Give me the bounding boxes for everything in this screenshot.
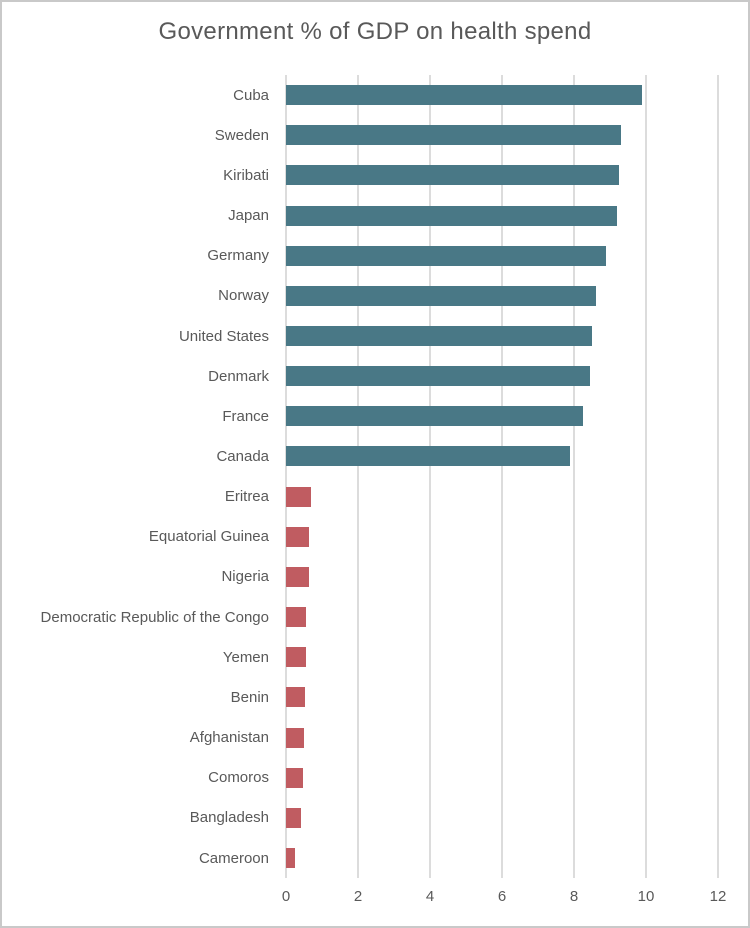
category-label: Cuba — [233, 86, 269, 104]
bar-row — [286, 316, 718, 356]
category-label: Canada — [216, 447, 269, 465]
bar — [286, 326, 592, 347]
bar — [286, 285, 596, 306]
x-axis-tick-label: 8 — [569, 888, 579, 905]
bar-row — [286, 195, 718, 235]
bar — [286, 526, 310, 547]
gridline — [572, 75, 575, 878]
category-label: United States — [178, 327, 269, 345]
x-axis-tick-label: 10 — [637, 888, 655, 905]
bar — [286, 727, 305, 748]
x-axis-tick-label: 2 — [353, 888, 363, 905]
category-label: Kiribati — [223, 166, 269, 184]
bar — [286, 406, 583, 427]
bar-row — [286, 477, 718, 517]
category-label: Nigeria — [221, 568, 269, 586]
gridline — [645, 75, 647, 878]
bar — [286, 566, 310, 587]
bar-row — [286, 396, 718, 436]
x-axis: 0 2 4 6 8 10 12 — [282, 888, 727, 908]
bar-row — [286, 236, 718, 276]
category-label: Benin — [230, 688, 269, 706]
bar-row — [286, 276, 718, 316]
x-axis-tick-label: 4 — [425, 888, 435, 905]
bar — [286, 848, 296, 869]
category-label: Japan — [228, 207, 269, 225]
bar-row — [286, 677, 718, 717]
bar-row — [286, 517, 718, 557]
bar-row — [286, 718, 718, 758]
category-label: Yemen — [222, 648, 269, 666]
bar — [286, 807, 302, 828]
bar-row — [286, 637, 718, 677]
category-label: Germany — [207, 247, 269, 265]
bar-row — [286, 758, 718, 798]
bar — [286, 687, 305, 708]
bar — [286, 85, 643, 106]
category-label: Denmark — [208, 367, 269, 385]
bar-row — [286, 798, 718, 838]
bar-row — [286, 115, 718, 155]
bar-row — [286, 75, 718, 115]
category-label: Cameroon — [198, 849, 269, 867]
bar-row — [286, 597, 718, 637]
x-axis-tick-label: 12 — [709, 888, 727, 905]
bars — [286, 75, 718, 878]
category-label: Bangladesh — [189, 809, 269, 827]
bar-row — [286, 436, 718, 476]
category-label: Comoros — [208, 769, 269, 787]
gridline — [428, 75, 431, 878]
gridline — [356, 75, 359, 878]
category-label: Democratic Republic of the Congo — [40, 608, 269, 626]
gridline — [285, 75, 287, 878]
bar — [286, 165, 619, 186]
category-label: Afghanistan — [189, 729, 269, 747]
x-axis-tick-label: 0 — [281, 888, 291, 905]
bar-row — [286, 356, 718, 396]
plot-area — [285, 75, 719, 878]
bar — [286, 366, 591, 387]
bar — [286, 205, 618, 226]
category-labels: Cuba Sweden Kiribati Japan Germany Norway Unit… — [2, 75, 278, 878]
bar-row — [286, 838, 718, 878]
bar-row — [286, 155, 718, 195]
category-label: Sweden — [214, 126, 269, 144]
chart-title: Government % of GDP on health spend — [158, 18, 592, 45]
gridline — [717, 75, 719, 878]
bar-row — [286, 557, 718, 597]
bar — [286, 607, 307, 628]
x-axis-tick-label: 6 — [497, 888, 507, 905]
bar — [286, 647, 306, 668]
category-label: Eritrea — [224, 488, 269, 506]
bar — [286, 767, 303, 788]
bar — [286, 125, 621, 146]
category-label: France — [222, 407, 269, 425]
category-label: Norway — [218, 287, 269, 305]
bar — [286, 446, 571, 467]
category-label: Equatorial Guinea — [148, 528, 269, 546]
bar — [286, 486, 312, 507]
bar — [286, 245, 607, 266]
gridline — [501, 75, 503, 878]
